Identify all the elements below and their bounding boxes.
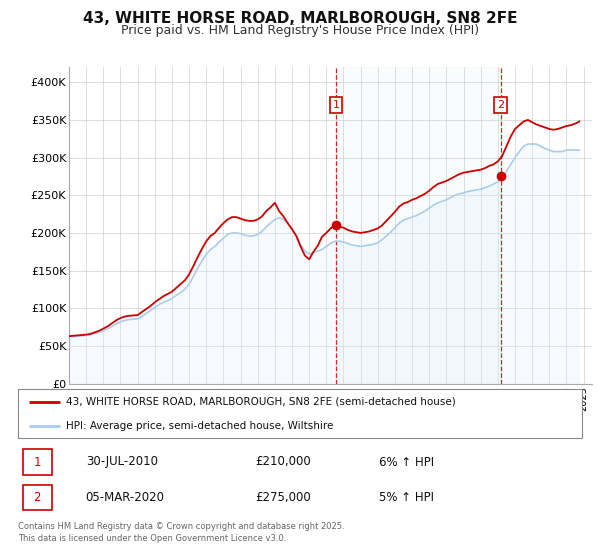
Text: 2: 2 bbox=[34, 491, 41, 504]
Bar bbox=[336, 67, 501, 384]
Text: Contains HM Land Registry data © Crown copyright and database right 2025.
This d: Contains HM Land Registry data © Crown c… bbox=[18, 522, 344, 543]
Text: 1: 1 bbox=[34, 455, 41, 469]
Text: Price paid vs. HM Land Registry's House Price Index (HPI): Price paid vs. HM Land Registry's House … bbox=[121, 24, 479, 36]
Text: HPI: Average price, semi-detached house, Wiltshire: HPI: Average price, semi-detached house,… bbox=[66, 421, 334, 431]
Bar bbox=[23, 484, 52, 510]
Text: 30-JUL-2010: 30-JUL-2010 bbox=[86, 455, 158, 469]
Text: 2: 2 bbox=[497, 100, 505, 110]
Text: £275,000: £275,000 bbox=[255, 491, 311, 504]
Text: 43, WHITE HORSE ROAD, MARLBOROUGH, SN8 2FE: 43, WHITE HORSE ROAD, MARLBOROUGH, SN8 2… bbox=[83, 11, 517, 26]
Bar bbox=[23, 449, 52, 475]
Text: 43, WHITE HORSE ROAD, MARLBOROUGH, SN8 2FE (semi-detached house): 43, WHITE HORSE ROAD, MARLBOROUGH, SN8 2… bbox=[66, 397, 455, 407]
Text: £210,000: £210,000 bbox=[255, 455, 311, 469]
Text: 1: 1 bbox=[332, 100, 340, 110]
Text: 5% ↑ HPI: 5% ↑ HPI bbox=[379, 491, 434, 504]
Text: 6% ↑ HPI: 6% ↑ HPI bbox=[379, 455, 434, 469]
Text: 05-MAR-2020: 05-MAR-2020 bbox=[86, 491, 164, 504]
